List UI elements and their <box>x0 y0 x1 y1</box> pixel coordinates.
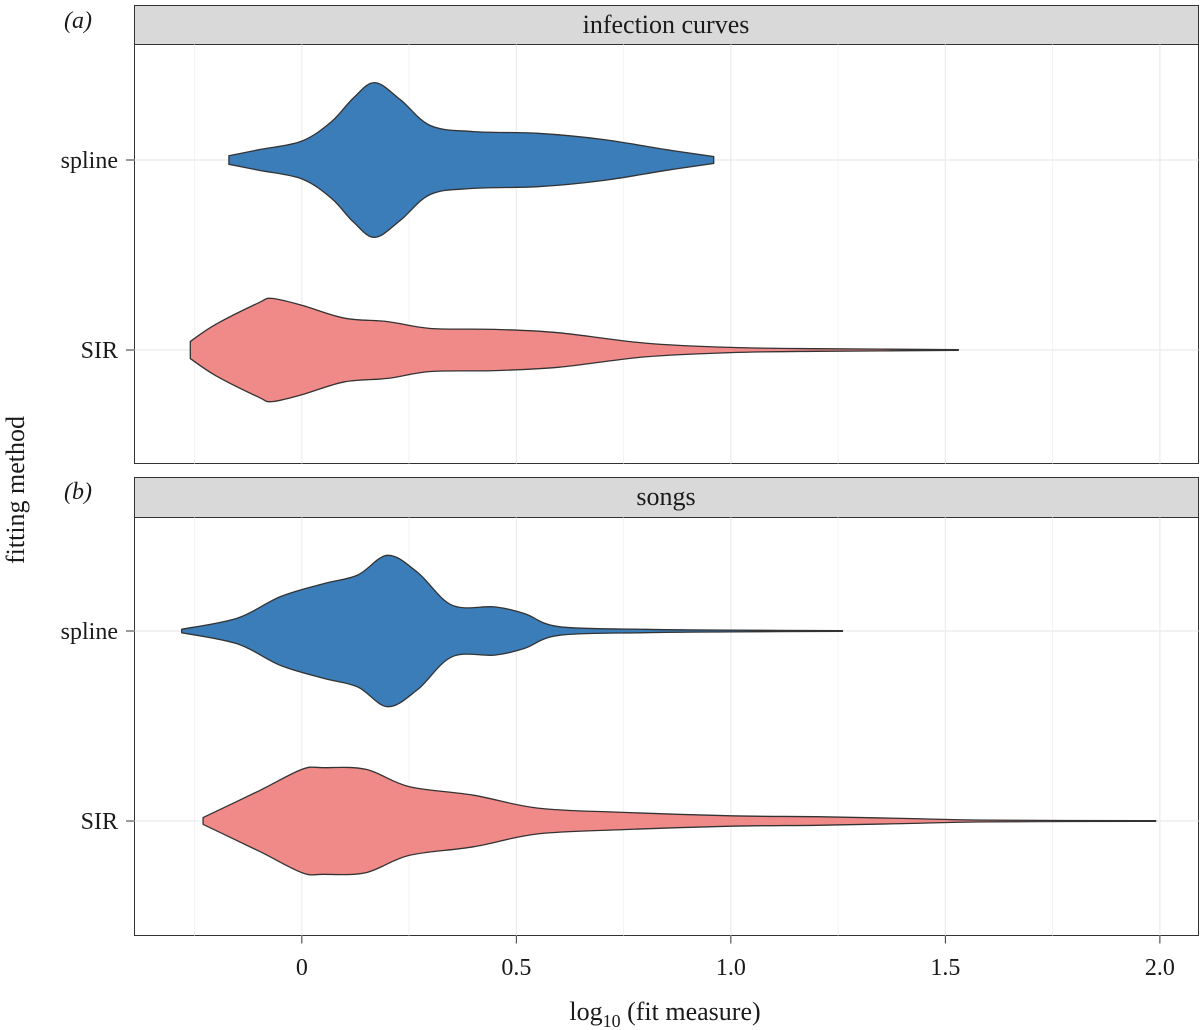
strip-background-a <box>134 5 1199 45</box>
y-axis-a: spline SIR <box>61 148 135 364</box>
y-tick-label-sir: SIR <box>81 809 118 835</box>
violin-sir-a <box>189 297 959 403</box>
panel-a: (a) infection curves spline SIR <box>61 5 1199 464</box>
violins-b <box>181 554 1157 876</box>
x-tick-label: 0.5 <box>501 955 531 981</box>
x-tick-label: 2.0 <box>1145 955 1175 981</box>
y-axis-title: fitting method <box>1 416 30 564</box>
x-tick-label: 1.5 <box>930 955 960 981</box>
strip-title-a: infection curves <box>583 10 750 39</box>
x-axis-title-subscript: 10 <box>603 1011 621 1030</box>
strip-title-b: songs <box>636 482 695 511</box>
strip-background-b <box>134 477 1199 518</box>
y-axis-b: spline SIR <box>61 619 135 835</box>
panel-label-b: (b) <box>64 479 92 505</box>
plot-area-b <box>134 517 1199 936</box>
x-axis-title: log10 (fit measure) <box>569 997 760 1030</box>
plot-area-a <box>134 44 1199 464</box>
x-axis-title-prefix: log <box>569 997 602 1026</box>
violin-spline-a <box>228 81 715 239</box>
panel-label-a: (a) <box>64 8 92 34</box>
x-axis: 0 0.5 1.0 1.5 2.0 <box>296 935 1175 981</box>
y-tick-label-sir: SIR <box>81 338 118 364</box>
violin-spline-b <box>181 554 844 708</box>
violins-a <box>189 81 959 403</box>
panel-b: (b) songs spline SIR <box>61 477 1199 936</box>
violin-sir-b <box>202 766 1157 876</box>
y-tick-label-spline: spline <box>61 619 118 645</box>
x-tick-label: 0 <box>296 955 308 981</box>
y-tick-label-spline: spline <box>61 148 118 174</box>
x-axis-title-suffix: (fit measure) <box>621 997 761 1026</box>
x-tick-label: 1.0 <box>716 955 746 981</box>
